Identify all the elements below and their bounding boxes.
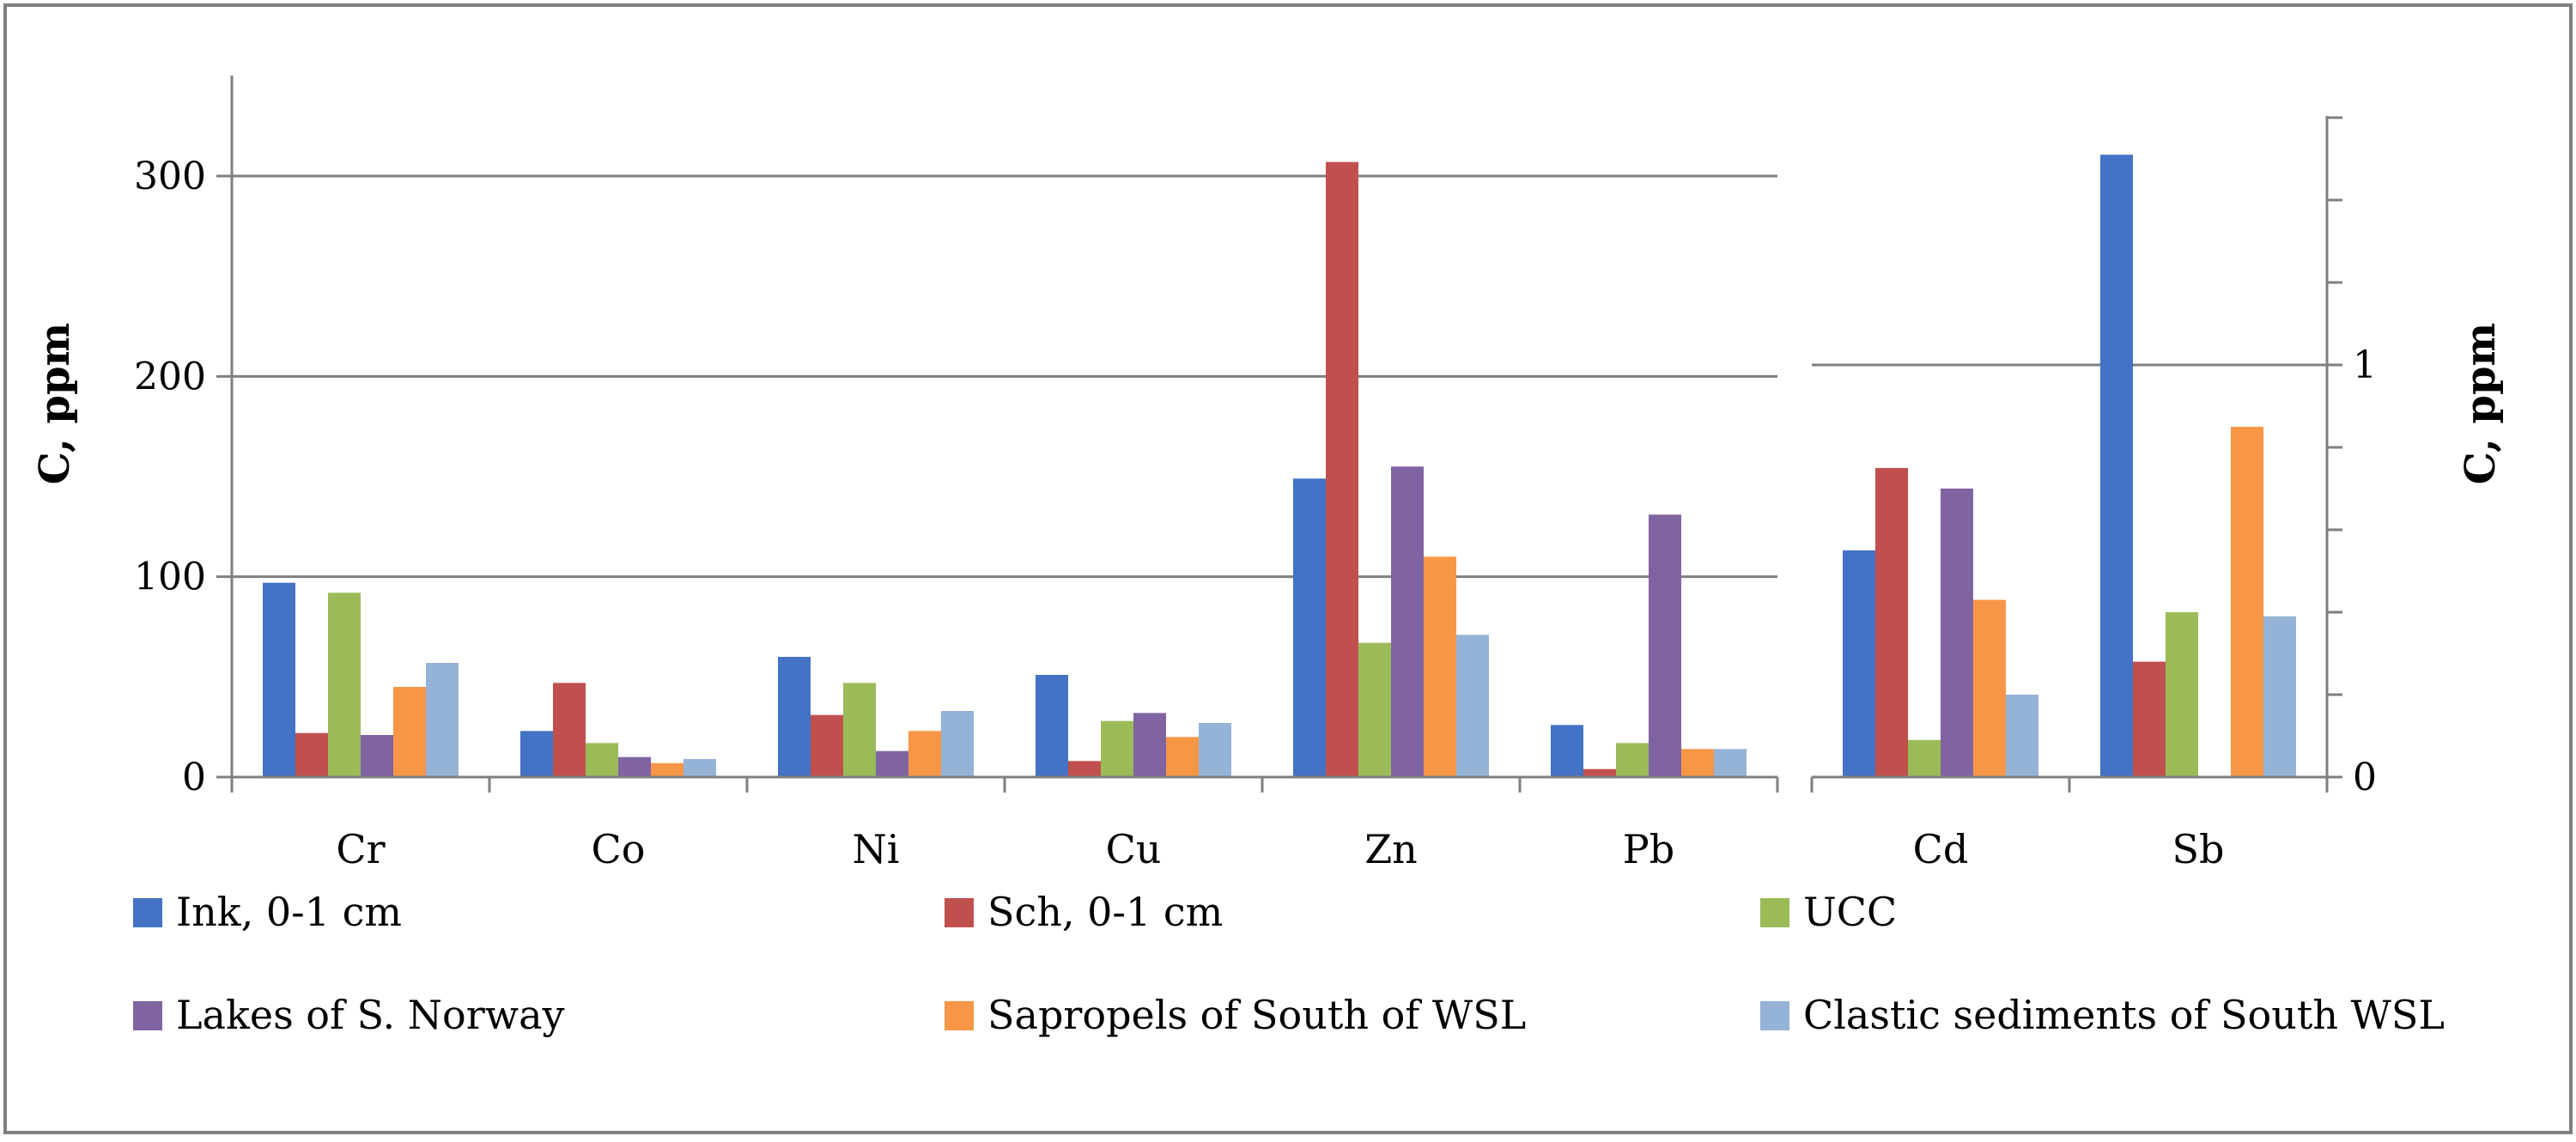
bar-pb-clastic-sediments-of-south-wsl [1714, 749, 1747, 777]
category-label-ni: Ni [853, 826, 900, 872]
bar-ni-lakes-of-s-norway [876, 750, 908, 777]
bar-pb-sapropels-of-south-of-wsl [1681, 749, 1714, 777]
bar-sb-clastic-sediments-of-south-wsl [2263, 616, 2296, 777]
legend-swatch [1760, 898, 1789, 927]
right-y-axis-title: C, ppm [2457, 323, 2505, 485]
bar-ni-sch-0-1-cm [811, 714, 843, 777]
right-panel: 0 1 Cd Sb C, ppm [1810, 116, 2505, 872]
legend: Ink, 0-1 cm Sch, 0-1 cm UCC Lakes of S. … [133, 889, 2445, 1038]
bar-sb-ucc [2166, 612, 2198, 777]
bar-cr-clastic-sediments-of-south-wsl [426, 663, 459, 777]
legend-label: Sch, 0-1 cm [987, 889, 1223, 935]
right-category-labels: Cd Sb [1913, 826, 2225, 872]
bar-pb-lakes-of-s-norway [1649, 514, 1681, 777]
legend-entry: Sapropels of South of WSL [945, 992, 1526, 1038]
bar-pb-sch-0-1-cm [1583, 768, 1616, 777]
bar-co-sapropels-of-south-of-wsl [651, 762, 683, 777]
legend-swatch [133, 1001, 162, 1030]
legend-entry: Lakes of S. Norway [133, 992, 564, 1038]
category-label-cr: Cr [336, 826, 385, 872]
legend-swatch [1760, 1001, 1789, 1030]
bar-sb-ink-0-1-cm [2100, 155, 2133, 777]
bar-zn-clastic-sediments-of-south-wsl [1456, 635, 1489, 777]
bar-co-ink-0-1-cm [520, 731, 553, 777]
bar-ni-ink-0-1-cm [778, 657, 811, 777]
bar-cu-sch-0-1-cm [1068, 761, 1101, 777]
right-bars [1843, 155, 2296, 777]
bar-co-lakes-of-s-norway [618, 756, 651, 777]
left-gridlines [232, 174, 1777, 579]
category-label-sb: Sb [2172, 826, 2225, 872]
legend-label: Ink, 0-1 cm [176, 889, 402, 935]
legend-entry: Clastic sediments of South WSL [1760, 992, 2445, 1038]
legend-label: Sapropels of South of WSL [987, 992, 1526, 1038]
legend-label: UCC [1803, 889, 1897, 935]
category-label-cd: Cd [1913, 826, 1969, 872]
bar-zn-sapropels-of-south-of-wsl [1424, 556, 1456, 777]
left-y-ticks: 0 100 200 300 [134, 155, 206, 799]
bar-cd-ink-0-1-cm [1843, 550, 1875, 777]
left-y-tick-label: 300 [134, 155, 206, 198]
bar-pb-ink-0-1-cm [1551, 725, 1583, 777]
bar-cd-clastic-sediments-of-south-wsl [2006, 695, 2038, 777]
bar-cr-ink-0-1-cm [263, 582, 295, 777]
left-y-tick-label: 0 [182, 756, 206, 799]
right-y-tick-label: 0 [2353, 756, 2377, 799]
category-label-co: Co [592, 826, 646, 872]
left-bars [263, 161, 1747, 777]
right-axes [1810, 116, 2342, 793]
legend-entry: Ink, 0-1 cm [133, 889, 402, 935]
bar-cd-sapropels-of-south-of-wsl [1973, 599, 2006, 777]
bar-zn-lakes-of-s-norway [1391, 466, 1424, 777]
legend-swatch [945, 1001, 974, 1030]
bar-sb-sch-0-1-cm [2133, 661, 2166, 777]
category-label-zn: Zn [1364, 826, 1418, 872]
legend-entry: Sch, 0-1 cm [945, 889, 1223, 935]
bar-ni-ucc [843, 683, 876, 777]
legend-label: Clastic sediments of South WSL [1803, 992, 2445, 1038]
left-category-labels: Cr Co Ni Cu Zn Pb [336, 826, 1674, 872]
bar-cr-ucc [328, 592, 361, 777]
left-y-tick-label: 200 [134, 355, 206, 398]
left-y-axis-title: C, ppm [31, 323, 79, 485]
bar-cu-sapropels-of-south-of-wsl [1166, 737, 1199, 777]
right-y-tick-label: 1 [2353, 343, 2377, 387]
figure-frame [3, 3, 2573, 1134]
bar-cr-sch-0-1-cm [295, 732, 328, 777]
legend-entry: UCC [1760, 889, 1897, 935]
bar-cr-sapropels-of-south-of-wsl [393, 687, 426, 777]
bar-cr-lakes-of-s-norway [361, 735, 393, 777]
left-y-tick-label: 100 [134, 556, 206, 599]
category-label-pb: Pb [1623, 826, 1674, 872]
bar-cu-ucc [1101, 720, 1133, 777]
right-y-ticks: 0 1 [2353, 343, 2377, 799]
bar-zn-ink-0-1-cm [1293, 478, 1326, 777]
bar-cd-ucc [1908, 739, 1941, 777]
bar-ni-sapropels-of-south-of-wsl [908, 731, 941, 777]
bar-zn-ucc [1358, 642, 1391, 777]
category-label-cu: Cu [1106, 826, 1162, 872]
bar-sb-sapropels-of-south-of-wsl [2231, 427, 2263, 777]
bar-cu-ink-0-1-cm [1036, 675, 1068, 777]
bar-ni-clastic-sediments-of-south-wsl [941, 711, 974, 777]
bar-cd-lakes-of-s-norway [1941, 489, 1973, 777]
bar-cd-sch-0-1-cm [1875, 468, 1908, 777]
bar-co-ucc [586, 743, 618, 777]
bar-pb-ucc [1616, 743, 1649, 777]
bar-cu-clastic-sediments-of-south-wsl [1199, 723, 1231, 777]
legend-swatch [945, 898, 974, 927]
bar-co-sch-0-1-cm [553, 683, 586, 777]
legend-swatch [133, 898, 162, 927]
left-panel: 0 100 200 300 Cr Co Ni Cu Zn Pb C, ppm [31, 76, 1779, 872]
bar-zn-sch-0-1-cm [1326, 161, 1358, 777]
bar-cu-lakes-of-s-norway [1133, 713, 1166, 777]
legend-label: Lakes of S. Norway [176, 992, 564, 1038]
left-axes [216, 76, 1779, 793]
bar-co-clastic-sediments-of-south-wsl [683, 759, 716, 777]
